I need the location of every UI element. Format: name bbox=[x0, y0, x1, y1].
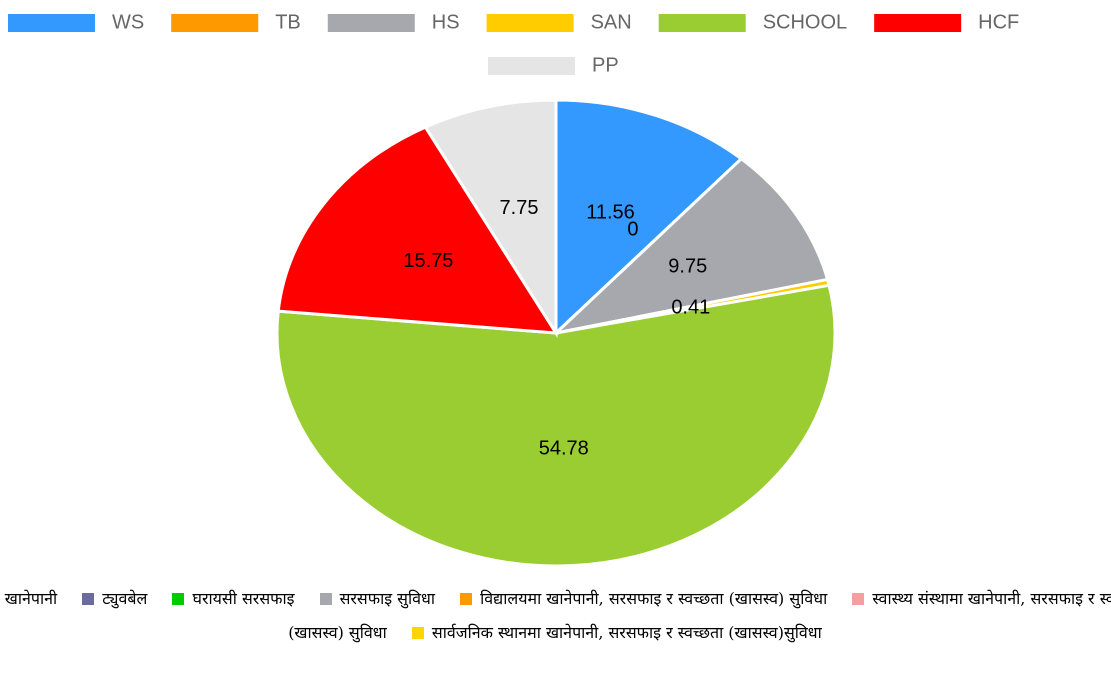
legend-item: विद्यालयमा खानेपानी, सरसफाइ र स्वच्छता (… bbox=[460, 589, 827, 608]
pie-slice bbox=[275, 283, 837, 568]
legend-swatch bbox=[319, 593, 332, 605]
secondary-legend-items: खानेपानी ट्युवबेल घरायसी सरसफाइ सरसफाइ स… bbox=[0, 582, 1111, 650]
legend-label: HCF bbox=[978, 11, 1019, 33]
legend-swatch bbox=[488, 57, 575, 75]
data-label: 0.41 bbox=[671, 296, 710, 318]
legend-swatch bbox=[327, 14, 415, 32]
legend-label: PP bbox=[592, 54, 619, 76]
legend-item: स्वास्थ्य संस्थामा खानेपानी, सरसफाइ र स्… bbox=[288, 589, 1111, 642]
data-label: 54.78 bbox=[539, 438, 589, 460]
pie-slice bbox=[276, 125, 559, 335]
chart: WS TB HS SAN SCHOOL HCF PP 11.560 9.75 0.41 54.78 1… bbox=[8, 11, 1019, 568]
legend-swatch bbox=[411, 627, 424, 639]
legend-swatch bbox=[172, 593, 185, 605]
legend-swatch bbox=[874, 14, 962, 32]
legend-swatch bbox=[658, 14, 746, 32]
data-label: 15.75 bbox=[403, 250, 453, 272]
legend-label: WS bbox=[112, 11, 144, 33]
legend-item: सार्वजनिक स्थानमा खानेपानी, सरसफाइ र स्व… bbox=[411, 623, 822, 642]
legend-label: HS bbox=[432, 11, 460, 33]
legend-label: ट्युवबेल bbox=[102, 589, 148, 608]
data-label: 9.75 bbox=[668, 256, 707, 278]
legend-swatch bbox=[460, 593, 473, 605]
legend-label: सरसफाइ सुविधा bbox=[339, 589, 436, 608]
legend-swatch bbox=[486, 14, 574, 32]
legend-label: घरायसी सरसफाइ bbox=[192, 589, 295, 608]
legend-swatch bbox=[171, 14, 259, 32]
data-label: 7.75 bbox=[500, 197, 539, 219]
legend-item: घरायसी सरसफाइ bbox=[172, 589, 294, 608]
pie-slice bbox=[423, 98, 558, 339]
legend-swatch bbox=[8, 14, 95, 32]
data-label: 11.56 bbox=[586, 201, 635, 223]
legend-label: सार्वजनिक स्थानमा खानेपानी, सरसफाइ र स्व… bbox=[431, 623, 822, 642]
legend-label: स्वास्थ्य संस्थामा खानेपानी, सरसफाइ र स्… bbox=[288, 589, 1111, 642]
legend-label: खानेपानी bbox=[4, 589, 58, 608]
pie-slice bbox=[551, 156, 830, 336]
legend-item: खानेपानी bbox=[0, 589, 57, 608]
legend-label: TB bbox=[275, 11, 301, 33]
secondary-legend: खानेपानी ट्युवबेल घरायसी सरसफाइ सरसफाइ स… bbox=[0, 582, 1111, 696]
legend-item: सरसफाइ सुविधा bbox=[319, 589, 436, 608]
legend-swatch bbox=[82, 593, 95, 605]
legend-label: विद्यालयमा खानेपानी, सरसफाइ र स्वच्छता (… bbox=[480, 589, 828, 608]
legend-label: SAN bbox=[591, 11, 632, 33]
legend-swatch bbox=[852, 593, 865, 605]
data-label: 0 bbox=[627, 218, 638, 240]
legend-label: SCHOOL bbox=[763, 11, 847, 33]
pie-slice bbox=[554, 98, 744, 337]
legend-item: ट्युवबेल bbox=[82, 589, 147, 608]
